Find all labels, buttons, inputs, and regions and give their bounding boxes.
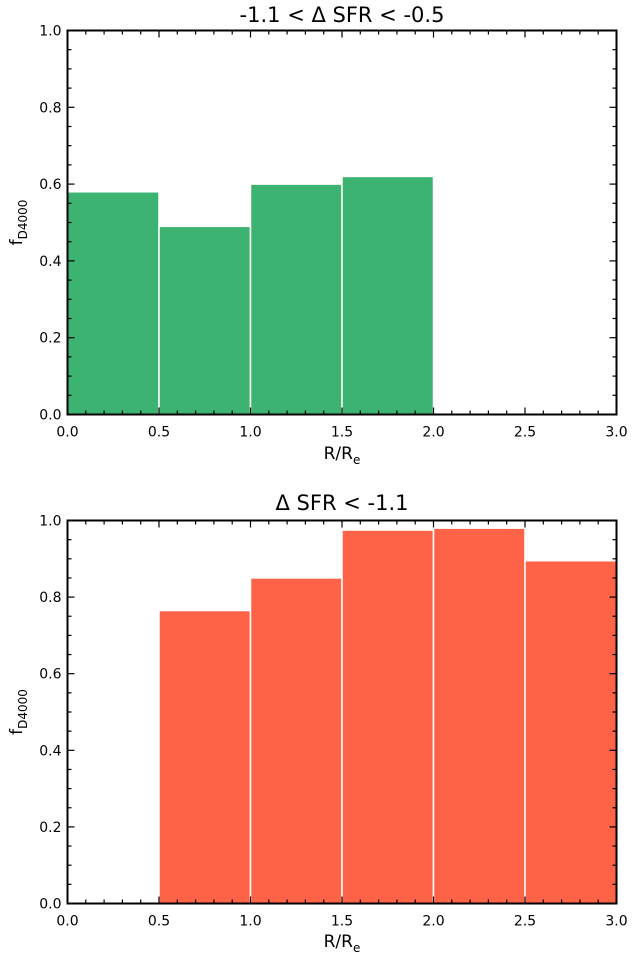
y-tick-label: 0.8 xyxy=(39,590,61,606)
bar-0 xyxy=(66,191,160,416)
y-tick-label: 0.2 xyxy=(39,820,61,836)
bars-group xyxy=(66,175,435,416)
bar-2 xyxy=(249,183,343,416)
x-tick-label: 0.5 xyxy=(148,425,170,441)
bar-3 xyxy=(341,175,435,416)
bars-group xyxy=(158,527,618,905)
y-tick-label: 0.0 xyxy=(39,408,61,424)
x-tick-label: 3.0 xyxy=(605,914,627,930)
bar-2 xyxy=(341,529,435,905)
x-tick-label: 3.0 xyxy=(605,425,627,441)
plot-frame xyxy=(66,29,618,416)
bar-0 xyxy=(158,609,252,905)
x-axis-label: R/Re xyxy=(324,932,361,955)
x-tick-label: 2.5 xyxy=(514,425,536,441)
bar-3 xyxy=(432,527,526,905)
y-tick-label: 1.0 xyxy=(39,514,61,530)
x-tick-label: 2.0 xyxy=(422,914,444,930)
x-axis-label: R/Re xyxy=(324,444,361,467)
bottom-panel: Δ SFR < -1.1 0.0 0.5 1.0 1.5 2.0 2.5 3.0 0.0 0.2… xyxy=(7,491,628,955)
ticks-group: 0.0 0.5 1.0 1.5 2.0 2.5 3.0 0.0 0.2 0.4 0.6 0.8 1.0 xyxy=(39,24,627,441)
y-tick-label: 0.8 xyxy=(39,100,61,116)
bar-1 xyxy=(249,577,343,905)
y-tick-label: 0.4 xyxy=(39,743,61,759)
y-tick-label: 0.4 xyxy=(39,254,61,270)
bar-4 xyxy=(524,559,618,905)
y-tick-label: 0.0 xyxy=(39,897,61,913)
x-tick-label: 1.0 xyxy=(239,914,261,930)
y-axis-label: fD4000 xyxy=(7,689,30,735)
x-tick-label: 1.0 xyxy=(239,425,261,441)
y-tick-label: 0.6 xyxy=(39,177,61,193)
y-tick-label: 1.0 xyxy=(39,24,61,40)
y-tick-label: 0.2 xyxy=(39,331,61,347)
bar-1 xyxy=(158,225,252,416)
x-tick-label: 2.5 xyxy=(514,914,536,930)
chart-title: Δ SFR < -1.1 xyxy=(276,491,409,515)
y-axis-label: fD4000 xyxy=(7,200,30,246)
x-tick-label: 0.0 xyxy=(56,914,78,930)
top-panel: -1.1 < Δ SFR < -0.5 0.0 0.5 1.0 1.5 2.0 2.5 3.… xyxy=(7,3,628,467)
x-tick-label: 0.5 xyxy=(148,914,170,930)
x-tick-label: 1.5 xyxy=(331,425,353,441)
chart-title: -1.1 < Δ SFR < -0.5 xyxy=(240,3,445,27)
plot-frame xyxy=(66,519,618,905)
y-tick-label: 0.6 xyxy=(39,667,61,683)
ticks-group: 0.0 0.5 1.0 1.5 2.0 2.5 3.0 0.0 0.2 0.4 0.6 0.8 1.0 xyxy=(39,514,627,930)
x-tick-label: 1.5 xyxy=(331,914,353,930)
x-tick-label: 2.0 xyxy=(422,425,444,441)
x-tick-label: 0.0 xyxy=(56,425,78,441)
